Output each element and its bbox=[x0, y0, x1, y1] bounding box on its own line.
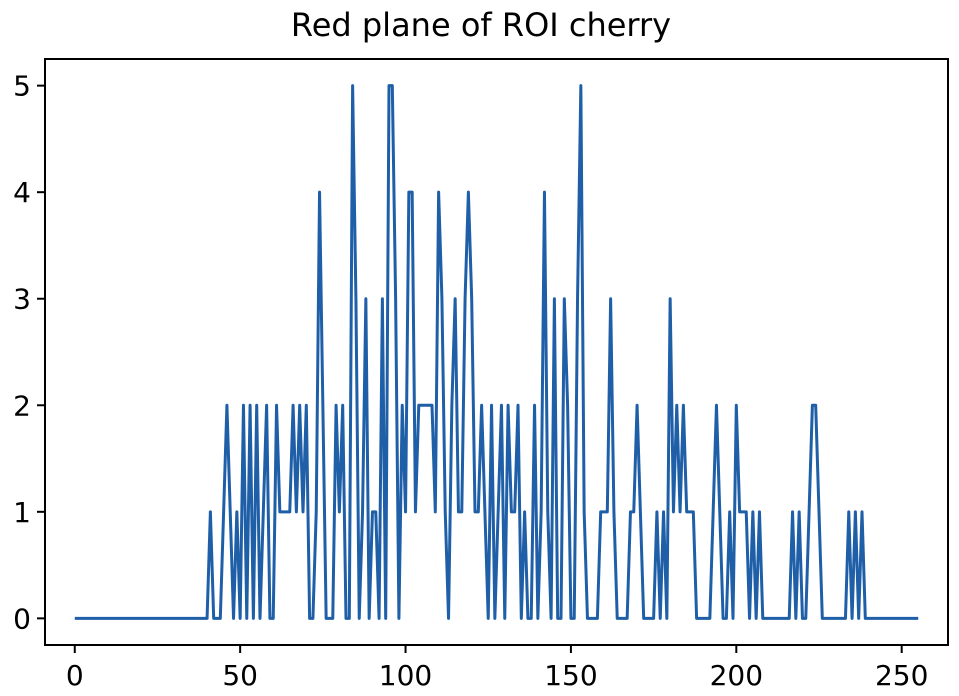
y-tick-label: 1 bbox=[13, 496, 31, 529]
x-tick-label: 0 bbox=[66, 659, 84, 692]
chart-title: Red plane of ROI cherry bbox=[291, 6, 671, 44]
x-tick-label: 150 bbox=[544, 659, 597, 692]
y-tick-label: 5 bbox=[13, 70, 31, 103]
x-axis: 0 50 100 150 200 250 bbox=[66, 645, 928, 692]
y-tick-label: 3 bbox=[13, 283, 31, 316]
y-tick-label: 0 bbox=[13, 602, 31, 635]
x-tick-label: 100 bbox=[379, 659, 432, 692]
y-tick-label: 4 bbox=[13, 176, 31, 209]
y-axis: 0 1 2 3 4 5 bbox=[13, 70, 45, 635]
x-tick-label: 200 bbox=[710, 659, 763, 692]
series-line-0 bbox=[74, 84, 919, 620]
x-tick-label: 250 bbox=[875, 659, 928, 692]
series-layer bbox=[74, 84, 919, 620]
plot-frame bbox=[44, 58, 949, 646]
y-tick-label: 2 bbox=[13, 389, 31, 422]
x-tick-label: 50 bbox=[222, 659, 258, 692]
